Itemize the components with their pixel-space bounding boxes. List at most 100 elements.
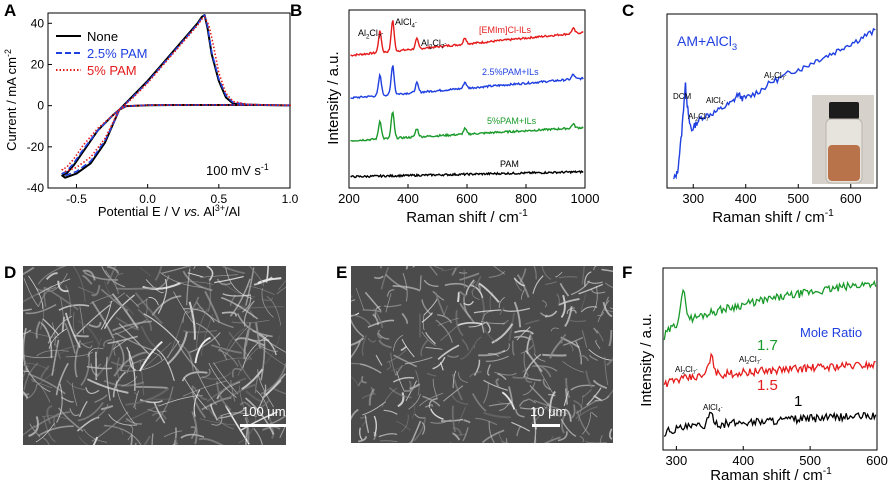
sem-fiber: [432, 290, 445, 301]
sem-fiber: [241, 294, 252, 313]
series-label: [EMIm]Cl-ILs: [479, 25, 532, 35]
sem-fiber: [503, 307, 530, 312]
sem-fiber: [222, 266, 245, 275]
sem-fiber: [461, 338, 469, 351]
x-tick-label: 800: [515, 191, 537, 206]
sem-fiber: [383, 409, 398, 415]
sem-fiber: [200, 274, 239, 278]
sem-fiber: [511, 340, 515, 356]
sem-fiber: [256, 384, 267, 412]
sem-fiber: [459, 290, 467, 297]
sem-fiber: [124, 403, 160, 423]
sem-fiber: [542, 378, 551, 391]
sem-fiber: [195, 322, 221, 346]
sem-fiber: [512, 375, 529, 379]
sem-fiber: [516, 425, 522, 437]
sem-fiber: [271, 387, 286, 395]
sem-fiber: [421, 299, 433, 316]
x-tick-label: 600: [866, 453, 888, 468]
sem-fiber: [581, 330, 588, 349]
sem-fiber: [547, 403, 561, 418]
sem-fiber: [533, 266, 537, 280]
sem-fiber: [606, 357, 613, 367]
sem-fiber: [190, 307, 204, 322]
sem-fiber: [421, 421, 426, 435]
sem-fiber: [103, 425, 124, 435]
sem-fiber: [560, 294, 566, 318]
sem-fiber: [565, 378, 571, 399]
sem-fiber: [42, 318, 60, 336]
sem-fiber: [136, 298, 149, 307]
sem-fiber: [194, 336, 211, 364]
sem-fiber: [539, 364, 552, 378]
sem-fiber: [361, 335, 367, 356]
sem-fiber: [588, 349, 613, 361]
sem-fiber: [488, 421, 495, 443]
sem-fiber: [426, 372, 437, 377]
sem-fiber: [247, 286, 275, 295]
sem-fiber: [515, 409, 525, 418]
series-label: 2.5%PAM+ILs: [482, 67, 539, 77]
sem-fiber: [560, 418, 577, 437]
x-tick-label: 300: [682, 191, 704, 206]
sem-fiber-texture: [23, 266, 286, 445]
series-label: 1.5: [757, 377, 778, 394]
sem-fiber: [525, 377, 532, 383]
sem-fiber: [83, 428, 108, 443]
chart-f: 300 400 500 600 1.7 1.5 1 Mole Ratio Raman shift…: [638, 267, 888, 484]
sem-fiber: [208, 362, 237, 398]
sem-fiber: [261, 287, 274, 318]
sem-fiber: [437, 344, 460, 361]
sem-fiber: [604, 356, 609, 386]
sem-fiber: [225, 267, 253, 300]
sem-fiber: [156, 348, 175, 382]
sem-fiber: [523, 353, 542, 378]
sem-fiber: [243, 300, 255, 327]
sem-fiber: [495, 378, 500, 388]
sem-fiber: [562, 337, 584, 346]
sem-fiber: [135, 386, 168, 389]
sem-fiber: [245, 390, 267, 404]
sem-fiber: [230, 379, 236, 402]
sem-fiber: [524, 319, 540, 325]
sem-fiber: [557, 431, 568, 442]
x-tick-label: 1000: [571, 191, 600, 206]
sem-fiber: [188, 266, 191, 272]
panel-letter-a: A: [4, 1, 16, 20]
sem-fiber: [207, 278, 212, 313]
sem-fiber: [204, 290, 221, 324]
sem-fiber: [592, 379, 608, 390]
sem-fiber: [385, 293, 392, 313]
sem-fiber: [452, 432, 461, 441]
sem-fiber: [116, 340, 125, 371]
sem-fiber: [211, 415, 223, 426]
x-tick-label: 500: [787, 191, 809, 206]
sem-fiber: [100, 288, 129, 312]
sem-fiber: [471, 393, 487, 412]
sem-fiber: [114, 332, 154, 351]
sem-fiber: [258, 344, 279, 353]
sem-fiber: [236, 306, 284, 310]
sem-fiber: [237, 359, 252, 381]
axes-frame: [662, 267, 878, 451]
sem-fiber: [115, 316, 140, 331]
sem-fiber: [65, 285, 71, 318]
sem-fiber: [103, 339, 113, 348]
sem-fiber: [582, 412, 591, 435]
sem-image-d: 100 μm: [23, 266, 286, 445]
sem-fiber: [543, 436, 561, 443]
sem-fiber: [576, 410, 591, 436]
sem-fiber: [161, 266, 192, 274]
x-tick-label: 600: [456, 191, 478, 206]
sem-fiber: [259, 399, 270, 409]
sem-fiber: [424, 404, 433, 408]
sem-fiber: [23, 329, 32, 335]
sem-fiber: [55, 266, 65, 268]
y-tick-label: 40: [31, 16, 45, 30]
sem-fiber: [112, 338, 129, 350]
sem-fiber: [585, 441, 607, 443]
series-label: 1: [794, 393, 802, 410]
sem-fiber: [586, 387, 602, 406]
sem-fiber: [239, 411, 278, 432]
sem-fiber: [455, 310, 464, 337]
